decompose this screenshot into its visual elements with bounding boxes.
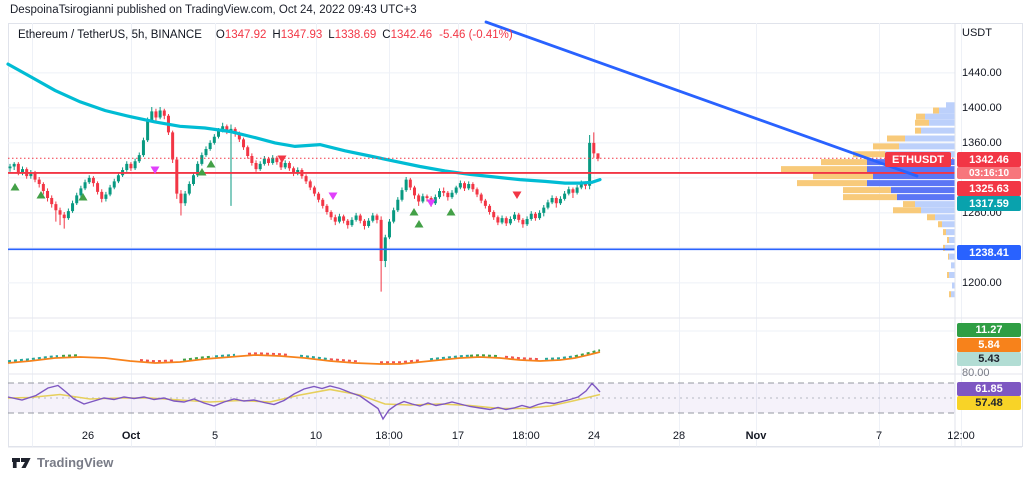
tradingview-logo-icon — [12, 458, 31, 468]
countdown-badge: 03:16:10 — [957, 167, 1021, 179]
buy-marker-icon — [36, 191, 46, 199]
symbol-price-badge: ETHUSDT — [885, 152, 951, 167]
price-axis[interactable]: USDT 1440.00 1400.00 1360.00 1280.00 1200.00 8… — [956, 23, 1024, 447]
close-value: 1342.46 — [390, 29, 433, 41]
close-label: C — [382, 29, 391, 41]
candlestick-series — [8, 107, 600, 292]
axis-currency-label: USDT — [962, 27, 992, 39]
stoch-yellow-badge: 57.48 — [957, 396, 1021, 410]
buy-marker-icon — [197, 168, 207, 176]
time-label-24: 24 — [587, 430, 601, 442]
support-price-badge: 1238.41 — [957, 245, 1021, 260]
buy-marker-icon — [446, 208, 456, 216]
buy-marker-icon — [206, 160, 216, 168]
price-tick-1200.00: 1200.00 — [962, 276, 1002, 289]
time-label-18:00: 18:00 — [512, 430, 540, 442]
ribbon-dash-segment — [574, 349, 601, 358]
horizontal-gridlines — [8, 72, 955, 332]
time-label-Nov: Nov — [745, 430, 767, 442]
attribution-text: DespoinaTsirogianni published on Trading… — [10, 4, 417, 16]
ma-value-badge: 1317.59 — [957, 196, 1021, 211]
price-tick-1440.00: 1440.00 — [962, 66, 1002, 79]
volume-profile — [781, 102, 955, 298]
sell-marker-icon — [426, 199, 436, 207]
time-label-Oct: Oct — [121, 430, 141, 442]
tradingview-footer[interactable]: TradingView — [12, 455, 113, 470]
descending-trendline — [484, 20, 919, 178]
ribbon-green-badge: 11.27 — [957, 323, 1021, 337]
ribbon-dash-segment — [182, 355, 214, 361]
ribbon-dash-segment — [7, 355, 59, 363]
time-label-7: 7 — [875, 430, 883, 442]
time-label-17: 17 — [451, 430, 465, 442]
time-label-12:00: 12:00 — [947, 430, 975, 442]
signal-markers — [10, 155, 522, 228]
ribbon-dash-segment — [247, 352, 289, 356]
change-value: -5.46 (-0.41%) — [439, 29, 513, 41]
price-tick-1360.00: 1360.00 — [962, 136, 1002, 149]
sell-marker-icon — [150, 166, 160, 174]
ribbon-orange-line — [7, 351, 601, 365]
buy-marker-icon — [78, 193, 88, 201]
high-label: H — [272, 29, 281, 41]
time-label-5: 5 — [211, 430, 219, 442]
low-label: L — [328, 29, 335, 41]
indicator-tick-80.00: 80.00 — [962, 367, 990, 379]
stoch-purple-badge: 61.85 — [957, 382, 1021, 396]
time-axis[interactable]: 26 Oct 5 10 18:00 17 18:00 24 28 Nov 7 12:00 — [8, 428, 1022, 446]
time-label-26: 26 — [81, 430, 95, 442]
ribbon-dash-segment — [544, 355, 576, 360]
price-tick-1400.00: 1400.00 — [962, 101, 1002, 114]
ribbon-dash-segment — [139, 359, 176, 363]
ribbon-dash-segment — [61, 354, 78, 357]
open-label: O — [215, 29, 225, 41]
ribbon-teal-badge: 5.43 — [957, 352, 1021, 366]
vertical-gridlines — [32, 23, 962, 447]
open-value: 1347.92 — [224, 29, 267, 41]
ribbon-dash-segment — [299, 354, 331, 361]
symbol-legend[interactable]: Ethereum / TetherUS, 5h, BINANCE O1347.92… — [18, 29, 513, 41]
moving-average-line — [6, 62, 602, 185]
buy-marker-icon — [10, 183, 20, 191]
time-label-18:00: 18:00 — [375, 430, 403, 442]
high-value: 1347.93 — [280, 29, 323, 41]
ribbon-dash-segment — [380, 359, 421, 364]
buy-marker-icon — [414, 220, 424, 228]
ribbon-orange-badge: 5.84 — [957, 338, 1021, 352]
ribbon-dash-segment — [329, 358, 361, 363]
sell-marker-icon — [277, 155, 287, 163]
tradingview-logo-text: TradingView — [37, 455, 114, 470]
buy-marker-icon — [409, 208, 419, 216]
last-price-badge: 1342.46 — [957, 152, 1021, 167]
symbol-title: Ethereum / TetherUS, 5h, BINANCE — [18, 29, 202, 41]
ribbon-dash-segment — [429, 354, 471, 361]
sell-marker-icon — [328, 192, 338, 200]
time-label-10: 10 — [309, 430, 323, 442]
ribbon-dash-segment — [469, 354, 501, 358]
hline-price-badge: 1325.63 — [957, 181, 1021, 196]
stoch-purple-line — [7, 382, 601, 421]
sell-marker-icon — [512, 191, 522, 199]
time-label-28: 28 — [672, 430, 686, 442]
low-value: 1338.69 — [334, 29, 377, 41]
